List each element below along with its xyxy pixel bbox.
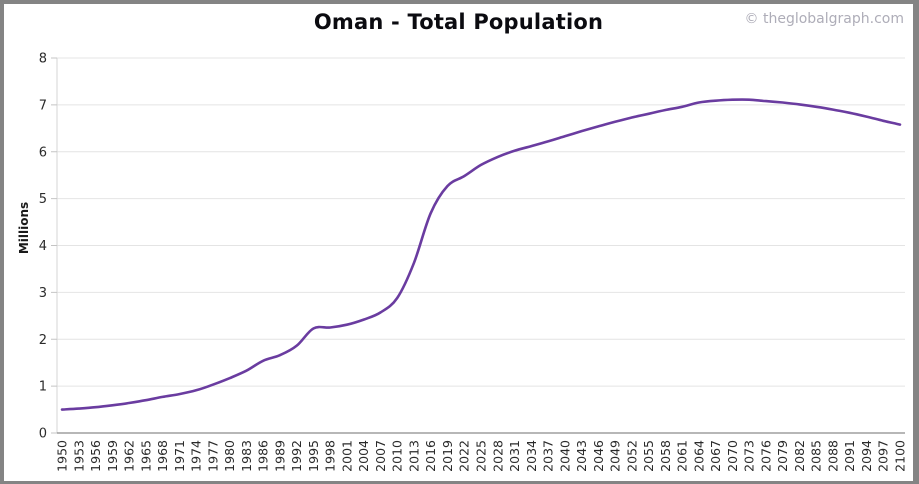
- y-tick-label: 3: [39, 286, 47, 301]
- x-tick-label: 2013: [406, 440, 421, 472]
- x-tick-label: 2091: [842, 440, 857, 472]
- x-tick-label: 2064: [691, 440, 706, 472]
- y-tick-label: 8: [39, 52, 47, 67]
- x-tick-label: 2097: [876, 440, 891, 472]
- x-tick-label: 1965: [138, 440, 153, 472]
- watermark: © theglobalgraph.com: [744, 11, 904, 27]
- x-tick-label: 1992: [289, 440, 304, 472]
- x-tick-label: 2085: [809, 440, 824, 472]
- x-tick-label: 1956: [88, 440, 103, 472]
- gridlines: [57, 57, 905, 387]
- x-tick-label: 1989: [272, 440, 287, 472]
- x-tick-label: 2034: [524, 440, 539, 472]
- x-tick-label: 2007: [373, 440, 388, 472]
- x-tick-label: 2010: [390, 440, 405, 472]
- x-tick-label: 2082: [792, 440, 807, 472]
- x-tick-label: 2055: [641, 440, 656, 472]
- x-tick-label: 2040: [557, 440, 572, 472]
- x-tick-label: 1995: [306, 440, 321, 472]
- x-tick-label: 1950: [55, 440, 70, 472]
- x-tick-label: 2061: [675, 440, 690, 472]
- y-tick-label: 0: [39, 427, 47, 442]
- x-tick-label: 2025: [474, 440, 489, 472]
- x-tick-label: 2079: [775, 440, 790, 472]
- y-tick-label: 6: [39, 145, 47, 160]
- x-tick-label: 2058: [658, 440, 673, 472]
- x-tick-label: 2043: [574, 440, 589, 472]
- x-tick-label: 2031: [507, 440, 522, 472]
- x-tick-label: 1998: [323, 440, 338, 472]
- population-line: [60, 98, 902, 411]
- x-tick-label: 2088: [825, 440, 840, 472]
- x-tick-label: 1977: [205, 440, 220, 472]
- x-tick-label: 1971: [172, 440, 187, 472]
- x-tick-label: 2070: [725, 440, 740, 472]
- x-tick-label: 2049: [608, 440, 623, 472]
- x-tick-label: 1968: [155, 440, 170, 472]
- x-tick-label: 1953: [71, 440, 86, 472]
- x-tick-label: 1983: [239, 440, 254, 472]
- chart-title: Oman - Total Population: [313, 10, 604, 34]
- x-tick-label: 2094: [859, 440, 874, 472]
- x-tick-label: 2016: [423, 440, 438, 472]
- x-tick-label: 1980: [222, 440, 237, 472]
- y-tick-label: 1: [39, 380, 47, 395]
- x-tick-label: 2004: [356, 440, 371, 472]
- x-tick-label: 2019: [440, 440, 455, 472]
- x-tick-label: 1962: [122, 440, 137, 472]
- y-tick-label: 2: [39, 333, 47, 348]
- x-tick-label: 1959: [105, 440, 120, 472]
- x-tick-label: 1986: [256, 440, 271, 472]
- x-tick-label: 2067: [708, 440, 723, 472]
- x-tick-label: 2001: [339, 440, 354, 472]
- y-tick-label: 4: [39, 239, 47, 254]
- x-tick-label: 2100: [893, 440, 908, 472]
- x-tick-label: 1974: [189, 440, 204, 472]
- x-tick-label: 2022: [457, 440, 472, 472]
- x-tick-label: 2073: [742, 440, 757, 472]
- y-tick-label: 5: [39, 192, 47, 207]
- y-tick-label: 7: [39, 98, 47, 113]
- x-tick-label: 2052: [624, 440, 639, 472]
- x-tick-label: 2076: [758, 440, 773, 472]
- x-tick-label: 2028: [490, 440, 505, 472]
- x-tick-label: 2046: [591, 440, 606, 472]
- y-tick-labels: 0 1 2 3 4 5 6 7 8: [39, 52, 57, 442]
- x-tick-labels: 1950 1953 1956 1959 1962 1965 1968 1971 1974 1977…: [55, 440, 908, 472]
- x-tick-label: 2037: [541, 440, 556, 472]
